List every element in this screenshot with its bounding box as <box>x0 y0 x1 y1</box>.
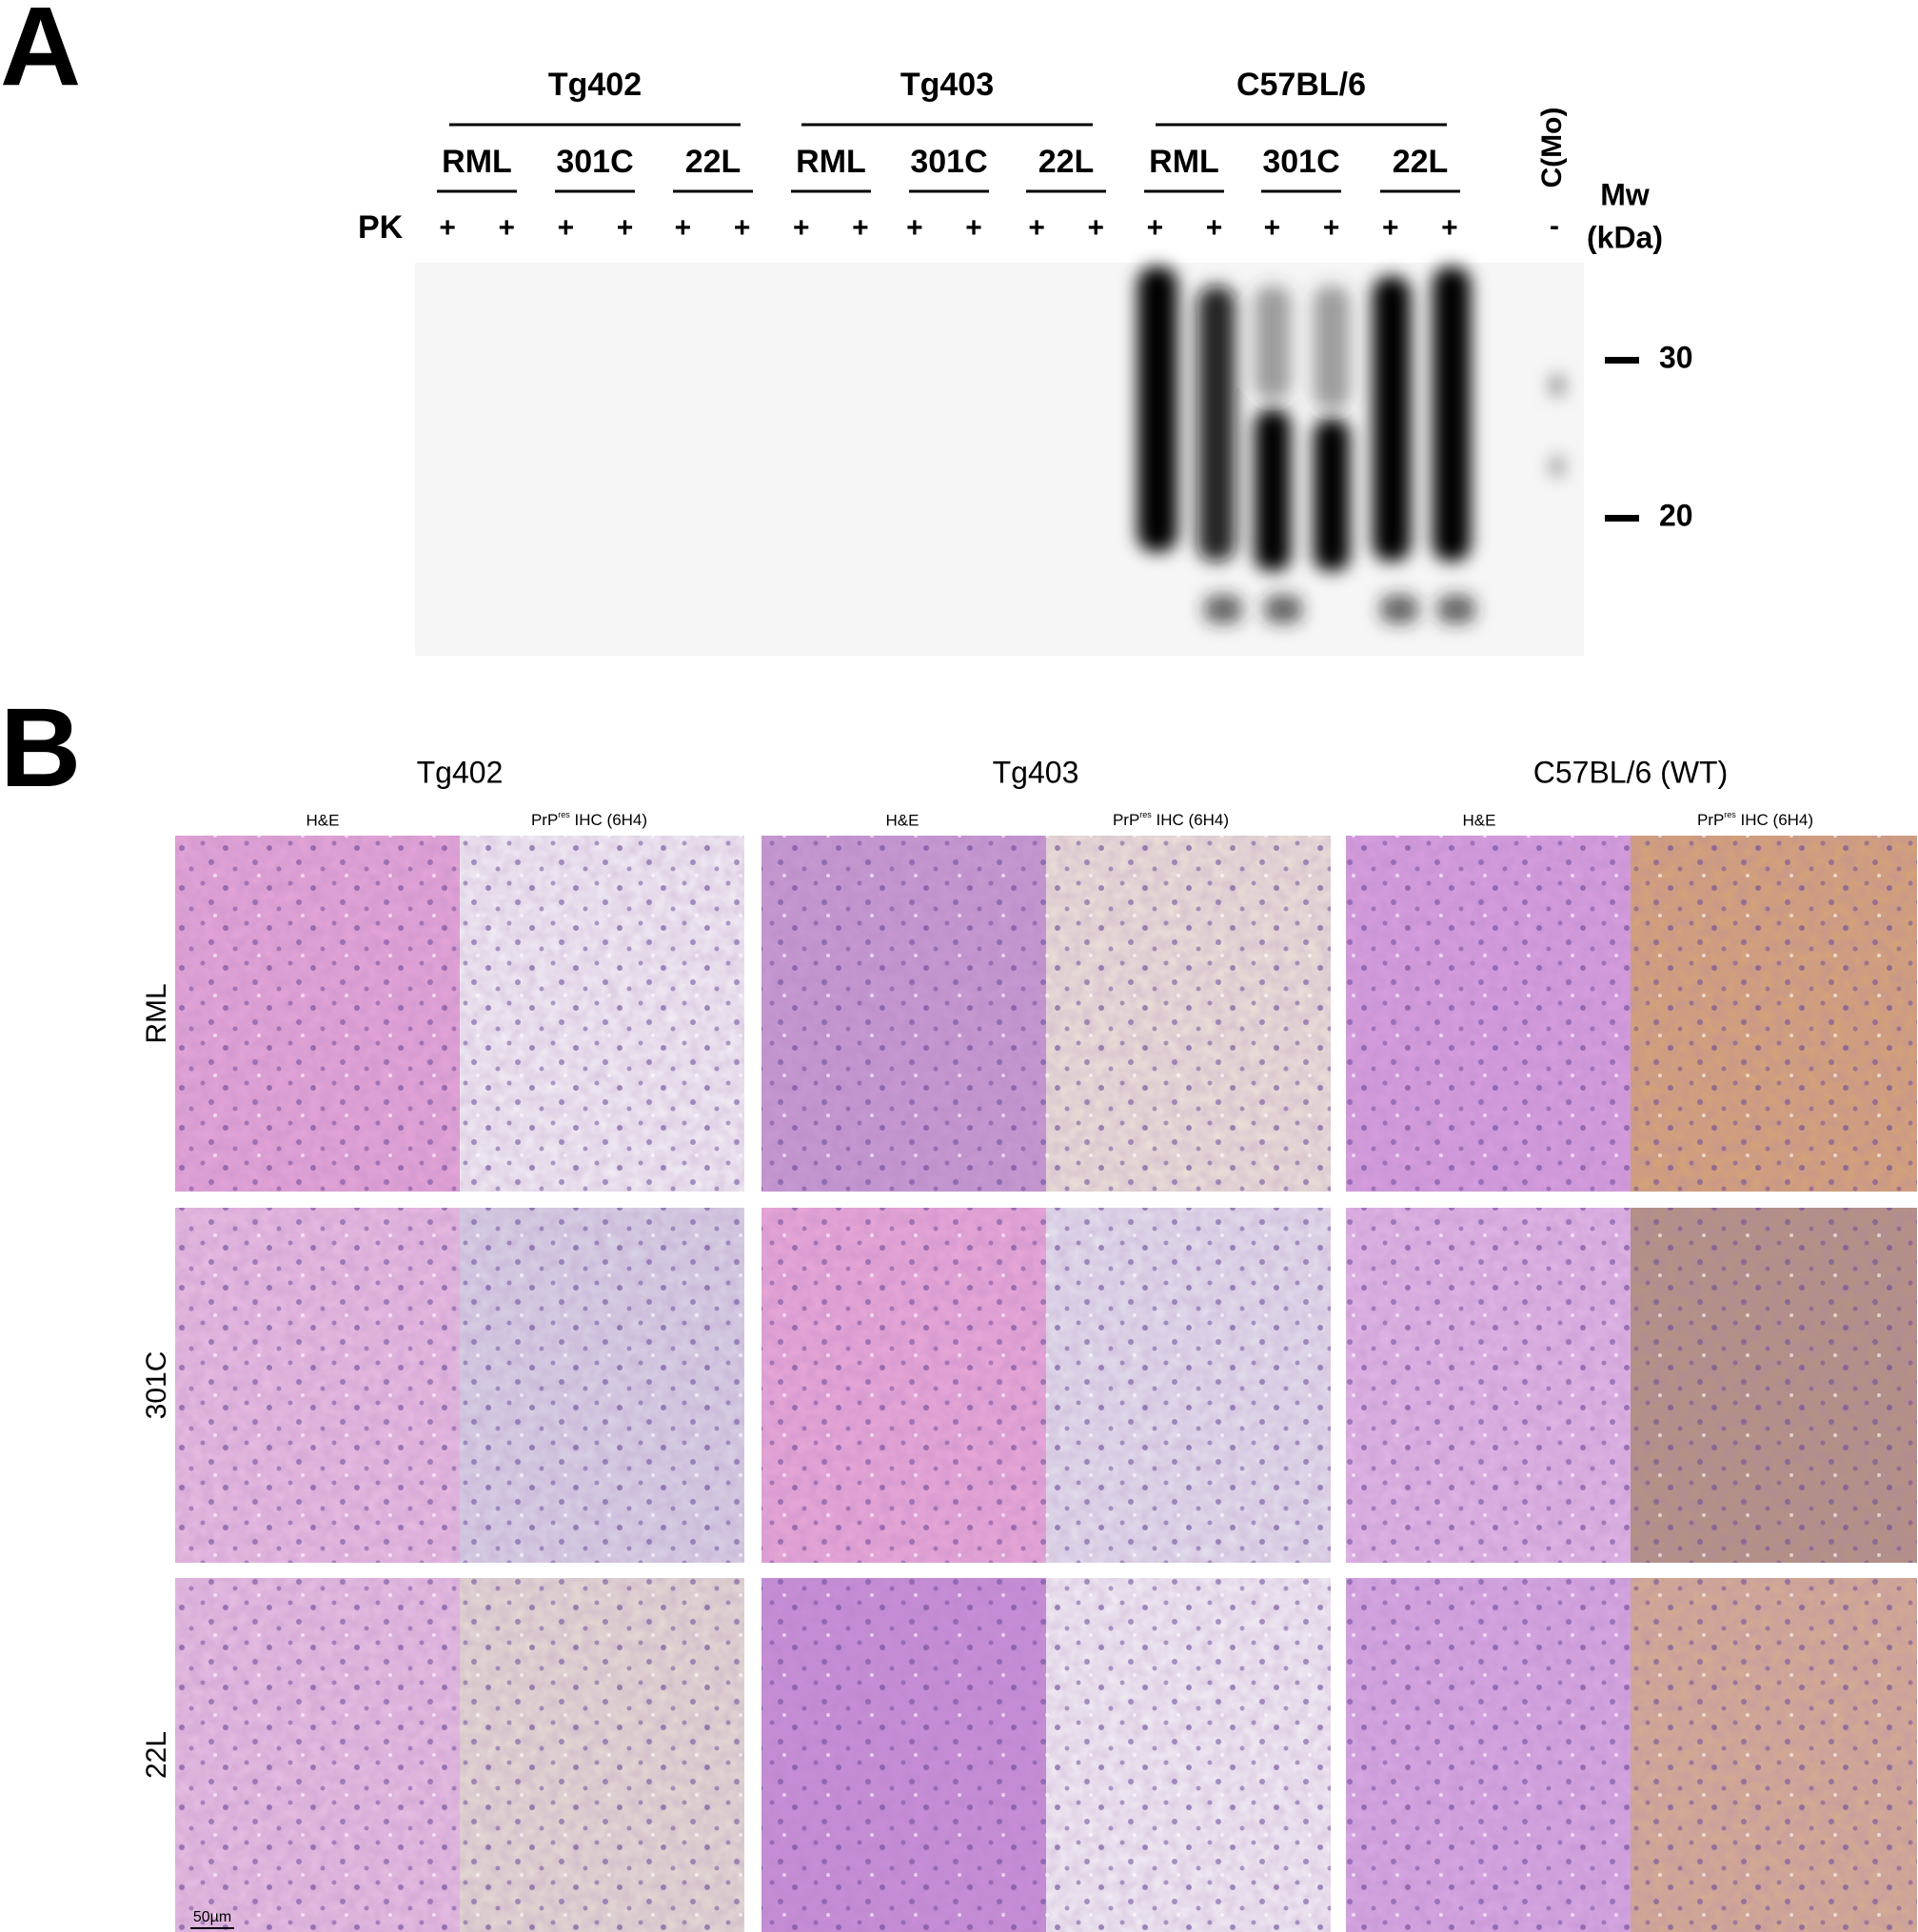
stain-label: PrPres IHC (6H4) <box>1113 810 1229 829</box>
micrographs <box>175 836 1917 1932</box>
micrograph-nuclei <box>1046 1208 1331 1563</box>
micrograph-nuclei <box>1631 1208 1917 1563</box>
pk-sign: + <box>498 212 515 244</box>
marker-label: 20 <box>1659 498 1693 532</box>
panel-label: B <box>0 685 81 811</box>
pk-sign: + <box>965 212 982 244</box>
pk-sign: + <box>439 212 456 244</box>
pk-sign: + <box>1441 212 1458 244</box>
micrograph-nuclei <box>175 1578 460 1932</box>
group-label: Tg403 <box>900 67 994 103</box>
group-label: C57BL/6 (WT) <box>1533 755 1728 789</box>
group-label: Tg402 <box>548 67 642 103</box>
pk-sign: + <box>1087 212 1104 244</box>
pk-sign: + <box>1028 212 1045 244</box>
micrograph-nuclei <box>460 836 744 1192</box>
micrograph-nuclei <box>1346 1578 1631 1932</box>
strain-label: 301C <box>1262 144 1339 180</box>
micrograph-nuclei <box>1631 1578 1917 1932</box>
row-label: 22L <box>141 1731 172 1779</box>
strain-label: 301C <box>556 144 633 180</box>
pk-sign: + <box>558 212 575 244</box>
group-label: C57BL/6 <box>1236 67 1366 103</box>
group-label: Tg403 <box>993 755 1079 789</box>
micrograph-nuclei <box>1046 1578 1331 1932</box>
strain-label: RML <box>796 144 866 180</box>
micrograph-nuclei <box>1346 836 1631 1192</box>
row-label: RML <box>141 983 172 1043</box>
micrograph-nuclei <box>175 1208 460 1563</box>
micrograph-nuclei <box>761 1208 1046 1563</box>
pk-sign: + <box>1382 212 1399 244</box>
micrograph-nuclei <box>761 1578 1046 1932</box>
strain-label: 22L <box>1393 144 1449 180</box>
pk-sign: + <box>852 212 869 244</box>
scale-bar-label: 50µm <box>193 1909 231 1925</box>
strain-label: 301C <box>910 144 987 180</box>
strain-label: RML <box>442 144 512 180</box>
stain-rest: IHC (6H4) <box>1736 811 1813 829</box>
group-label: Tg402 <box>417 755 504 789</box>
marker-line <box>1605 515 1639 522</box>
strain-label: 22L <box>1038 144 1095 180</box>
stain-text: PrP <box>1697 811 1724 829</box>
pk-label: PK <box>358 209 404 246</box>
stain-label: PrPres IHC (6H4) <box>1697 810 1813 829</box>
micrograph-nuclei <box>1346 1208 1631 1563</box>
micrograph-nuclei <box>1046 836 1331 1192</box>
row-label: 301C <box>141 1351 172 1420</box>
stain-rest: IHC (6H4) <box>1152 811 1229 829</box>
stain-text: PrP <box>1113 811 1139 829</box>
mw-label: Mw <box>1600 177 1650 211</box>
pk-sign: + <box>617 212 634 244</box>
stain-label: H&E <box>886 811 919 829</box>
strain-label: RML <box>1149 144 1219 180</box>
marker-line <box>1605 357 1639 364</box>
control-sign: - <box>1550 210 1559 242</box>
micrograph-nuclei <box>460 1578 744 1932</box>
pk-sign: + <box>1206 212 1223 244</box>
pk-sign: + <box>1264 212 1281 244</box>
pk-sign: + <box>1147 212 1164 244</box>
panel-label: A <box>0 0 81 109</box>
micrograph-nuclei <box>460 1208 744 1563</box>
stain-label: PrPres IHC (6H4) <box>531 810 647 829</box>
micrograph-nuclei <box>761 836 1046 1192</box>
pk-sign: + <box>675 212 692 244</box>
stain-label: H&E <box>306 811 340 829</box>
mw-unit: (kDa) <box>1587 220 1663 254</box>
blot-bands <box>1137 266 1565 623</box>
stain-text: PrP <box>531 811 558 829</box>
pk-sign: + <box>1323 212 1340 244</box>
stain-label: H&E <box>1463 811 1496 829</box>
micrograph-nuclei <box>1631 836 1917 1192</box>
control-label: C(Mo) <box>1536 108 1568 188</box>
pk-sign: + <box>793 212 810 244</box>
stain-sup: res <box>1139 810 1152 819</box>
stain-sup: res <box>558 810 570 819</box>
strain-label: 22L <box>685 144 741 180</box>
pk-sign: + <box>906 212 923 244</box>
marker-label: 30 <box>1659 340 1693 374</box>
micrograph-nuclei <box>175 836 460 1192</box>
pk-sign: + <box>734 212 751 244</box>
stain-sup: res <box>1724 810 1736 819</box>
stain-rest: IHC (6H4) <box>570 811 647 829</box>
